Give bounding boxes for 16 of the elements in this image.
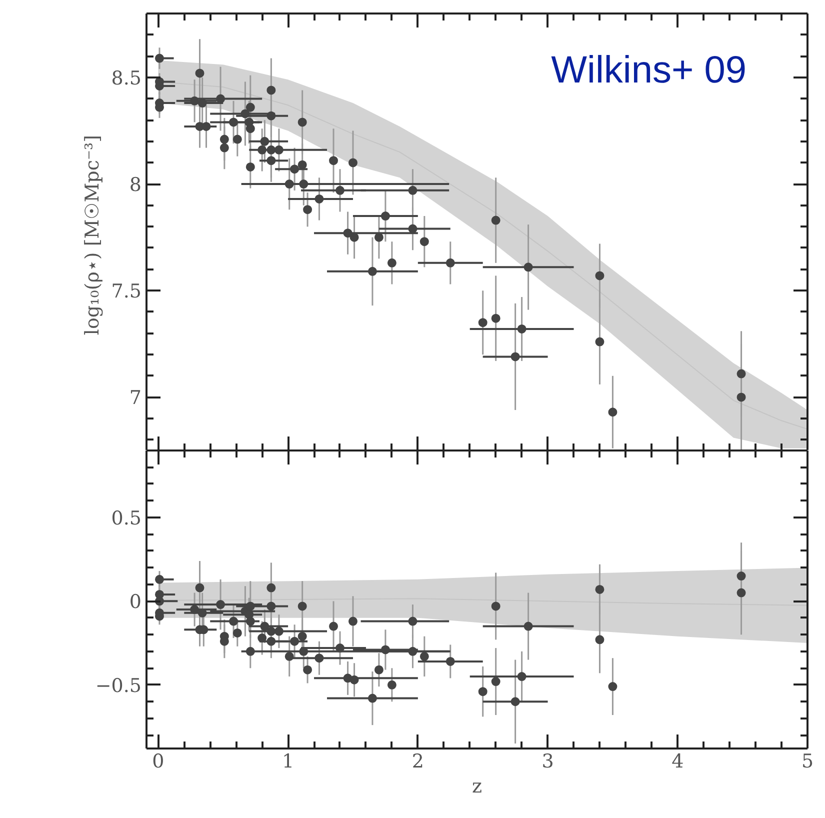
x-tick-label: 3 (542, 750, 554, 772)
x-tick-label: 4 (672, 750, 684, 772)
x-tick-label: 5 (801, 750, 814, 772)
x-tick-label: 0 (152, 750, 164, 772)
x-axis-title: z (472, 776, 482, 798)
annotation: Wilkins+ 09 (551, 50, 746, 92)
y-tick-label: −0.5 (95, 674, 142, 697)
y-tick-label: 0.5 (111, 507, 142, 530)
y-tick-label: 8 (129, 174, 142, 196)
y-tick-label: 8.5 (111, 67, 142, 90)
x-tick-label: 2 (412, 750, 424, 772)
y-tick-label: 0 (129, 591, 142, 614)
y-axis-title: log₁₀(ρ⋆) [M☉Mpc⁻³] (81, 134, 104, 336)
y-tick-label: 7.5 (111, 280, 142, 303)
x-tick-label: 1 (282, 750, 294, 772)
y-tick-label: 7 (129, 387, 142, 410)
